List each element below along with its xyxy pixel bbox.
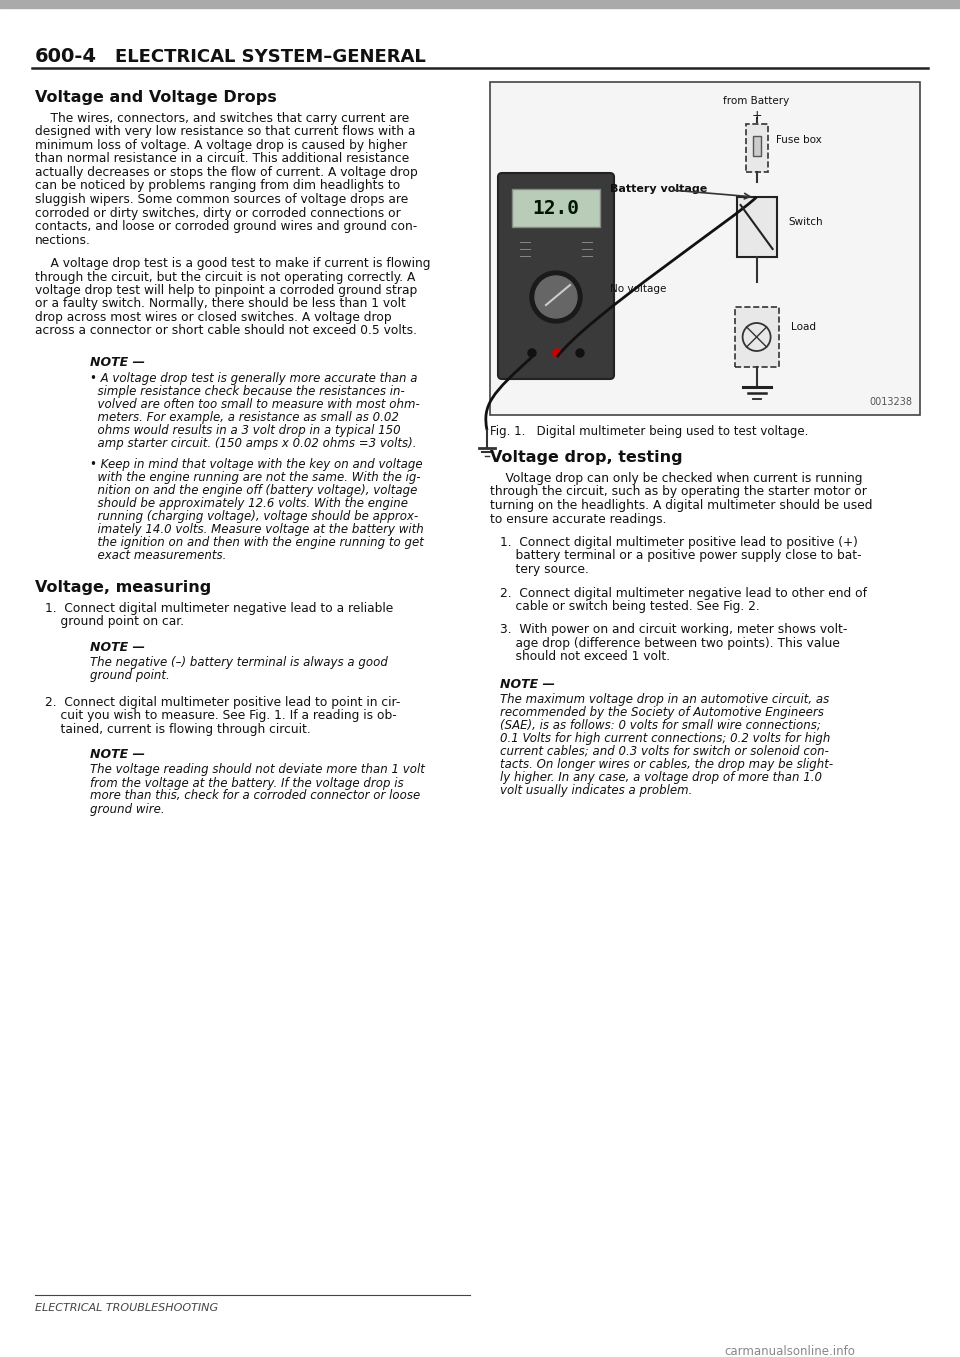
Text: (SAE), is as follows: 0 volts for small wire connections;: (SAE), is as follows: 0 volts for small … [500,719,821,731]
Text: cuit you wish to measure. See Fig. 1. If a reading is ob-: cuit you wish to measure. See Fig. 1. If… [45,710,396,722]
Text: actually decreases or stops the flow of current. A voltage drop: actually decreases or stops the flow of … [35,166,418,179]
Text: ground point.: ground point. [90,669,170,683]
Text: recommended by the Society of Automotive Engineers: recommended by the Society of Automotive… [500,706,824,719]
Text: Switch: Switch [788,217,824,227]
Text: through the circuit, but the circuit is not operating correctly. A: through the circuit, but the circuit is … [35,270,416,284]
Text: 0.1 Volts for high current connections; 0.2 volts for high: 0.1 Volts for high current connections; … [500,731,830,745]
Text: tained, current is flowing through circuit.: tained, current is flowing through circu… [45,723,311,735]
Text: simple resistance check because the resistances in-: simple resistance check because the resi… [90,385,405,398]
Text: from the voltage at the battery. If the voltage drop is: from the voltage at the battery. If the … [90,776,403,790]
Text: ground point on car.: ground point on car. [45,616,184,628]
Circle shape [576,349,584,357]
Text: minimum loss of voltage. A voltage drop is caused by higher: minimum loss of voltage. A voltage drop … [35,138,407,152]
Text: meters. For example, a resistance as small as 0.02: meters. For example, a resistance as sma… [90,411,398,423]
Circle shape [535,275,577,318]
Text: 1.  Connect digital multimeter positive lead to positive (+): 1. Connect digital multimeter positive l… [500,536,858,550]
Text: drop across most wires or closed switches. A voltage drop: drop across most wires or closed switche… [35,311,392,324]
Text: sluggish wipers. Some common sources of voltage drops are: sluggish wipers. Some common sources of … [35,193,408,206]
Text: The maximum voltage drop in an automotive circuit, as: The maximum voltage drop in an automotiv… [500,693,829,706]
Bar [736,197,777,256]
Text: 600-4: 600-4 [35,47,97,66]
Text: nition on and the engine off (battery voltage), voltage: nition on and the engine off (battery vo… [90,484,418,497]
Text: • Keep in mind that voltage with the key on and voltage: • Keep in mind that voltage with the key… [90,459,422,471]
Bar [734,307,779,366]
Text: Voltage drop can only be checked when current is running: Voltage drop can only be checked when cu… [490,472,862,484]
Text: Voltage, measuring: Voltage, measuring [35,579,211,594]
Text: from Battery: from Battery [724,96,790,106]
Text: than normal resistance in a circuit. This additional resistance: than normal resistance in a circuit. Thi… [35,152,409,166]
Text: NOTE —: NOTE — [500,678,555,691]
Bar [512,189,600,227]
Text: running (charging voltage), voltage should be approx-: running (charging voltage), voltage shou… [90,510,419,522]
Text: NOTE —: NOTE — [90,749,145,761]
Text: tery source.: tery source. [500,563,588,575]
Text: through the circuit, such as by operating the starter motor or: through the circuit, such as by operatin… [490,486,867,498]
Text: NOTE —: NOTE — [90,641,145,654]
Text: tacts. On longer wires or cables, the drop may be slight-: tacts. On longer wires or cables, the dr… [500,759,833,771]
Text: turning on the headlights. A digital multimeter should be used: turning on the headlights. A digital mul… [490,499,873,512]
Text: 3.  With power on and circuit working, meter shows volt-: 3. With power on and circuit working, me… [500,623,848,636]
Text: ELECTRICAL SYSTEM–GENERAL: ELECTRICAL SYSTEM–GENERAL [115,47,425,66]
Text: volt usually indicates a problem.: volt usually indicates a problem. [500,784,692,797]
Text: volved are often too small to measure with most ohm-: volved are often too small to measure wi… [90,398,420,411]
Text: voltage drop test will help to pinpoint a corroded ground strap: voltage drop test will help to pinpoint … [35,284,418,297]
Bar [0,0,960,8]
Text: 1.  Connect digital multimeter negative lead to a reliable: 1. Connect digital multimeter negative l… [45,603,394,615]
Text: more than this, check for a corroded connector or loose: more than this, check for a corroded con… [90,790,420,802]
Text: contacts, and loose or corroded ground wires and ground con-: contacts, and loose or corroded ground w… [35,220,418,233]
Text: the ignition on and then with the engine running to get: the ignition on and then with the engine… [90,536,424,550]
Bar [753,136,760,156]
Text: 2.  Connect digital multimeter negative lead to other end of: 2. Connect digital multimeter negative l… [500,586,867,600]
Text: amp starter circuit. (150 amps x 0.02 ohms =3 volts).: amp starter circuit. (150 amps x 0.02 oh… [90,437,417,451]
Text: nections.: nections. [35,233,91,247]
Text: age drop (difference between two points). This value: age drop (difference between two points)… [500,636,840,650]
Text: should be approximately 12.6 volts. With the engine: should be approximately 12.6 volts. With… [90,497,408,510]
Circle shape [530,271,582,323]
Text: imately 14.0 volts. Measure voltage at the battery with: imately 14.0 volts. Measure voltage at t… [90,522,423,536]
Text: with the engine running are not the same. With the ig-: with the engine running are not the same… [90,471,420,484]
Text: No voltage: No voltage [611,284,667,294]
Text: Voltage and Voltage Drops: Voltage and Voltage Drops [35,90,276,104]
Text: or a faulty switch. Normally, there should be less than 1 volt: or a faulty switch. Normally, there shou… [35,297,406,311]
Text: The voltage reading should not deviate more than 1 volt: The voltage reading should not deviate m… [90,764,425,776]
Text: carmanualsonline.info: carmanualsonline.info [725,1345,855,1357]
Text: across a connector or short cable should not exceed 0.5 volts.: across a connector or short cable should… [35,324,417,338]
Circle shape [528,349,536,357]
Text: Voltage drop, testing: Voltage drop, testing [490,451,683,465]
Text: ly higher. In any case, a voltage drop of more than 1.0: ly higher. In any case, a voltage drop o… [500,771,822,784]
Text: 12.0: 12.0 [533,198,580,217]
Text: A voltage drop test is a good test to make if current is flowing: A voltage drop test is a good test to ma… [35,256,430,270]
Text: ground wire.: ground wire. [90,802,164,816]
Text: Fig. 1.   Digital multimeter being used to test voltage.: Fig. 1. Digital multimeter being used to… [490,425,808,438]
Text: ELECTRICAL TROUBLESHOOTING: ELECTRICAL TROUBLESHOOTING [35,1303,218,1314]
Text: exact measurements.: exact measurements. [90,550,227,562]
Circle shape [553,349,561,357]
Text: ohms would results in a 3 volt drop in a typical 150: ohms would results in a 3 volt drop in a… [90,423,400,437]
Text: The negative (–) battery terminal is always a good: The negative (–) battery terminal is alw… [90,655,388,669]
Text: 2.  Connect digital multimeter positive lead to point in cir-: 2. Connect digital multimeter positive l… [45,696,400,708]
Text: should not exceed 1 volt.: should not exceed 1 volt. [500,650,670,664]
Text: Battery voltage: Battery voltage [611,185,708,194]
Text: corroded or dirty switches, dirty or corroded connections or: corroded or dirty switches, dirty or cor… [35,206,400,220]
Text: The wires, connectors, and switches that carry current are: The wires, connectors, and switches that… [35,113,409,125]
Text: cable or switch being tested. See Fig. 2.: cable or switch being tested. See Fig. 2… [500,600,759,613]
Text: NOTE —: NOTE — [90,356,145,369]
Text: can be noticed by problems ranging from dim headlights to: can be noticed by problems ranging from … [35,179,400,193]
Text: designed with very low resistance so that current flows with a: designed with very low resistance so tha… [35,125,416,138]
Text: Fuse box: Fuse box [776,134,822,145]
Text: Load: Load [791,322,816,332]
Text: to ensure accurate readings.: to ensure accurate readings. [490,513,666,525]
Text: 0013238: 0013238 [869,398,912,407]
Bar [490,81,920,415]
FancyBboxPatch shape [498,172,614,379]
Text: +: + [752,109,762,122]
Text: • A voltage drop test is generally more accurate than a: • A voltage drop test is generally more … [90,372,418,385]
Bar [746,123,768,172]
Text: current cables; and 0.3 volts for switch or solenoid con-: current cables; and 0.3 volts for switch… [500,745,828,759]
Text: battery terminal or a positive power supply close to bat-: battery terminal or a positive power sup… [500,550,862,563]
